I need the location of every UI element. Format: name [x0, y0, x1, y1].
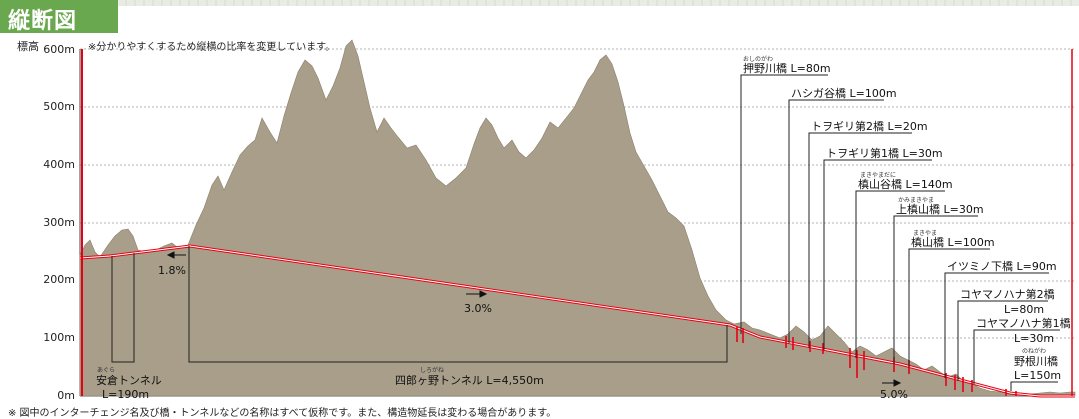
grade-label-3: 5.0% — [880, 388, 908, 401]
grade-label-1: 1.8% — [158, 264, 186, 277]
leader-makiyamadani — [855, 190, 945, 358]
bridge-label-kamimakiyama: 上槙山橋 L=30m — [896, 202, 984, 216]
leader-makiyama — [908, 248, 990, 367]
leader-kamimakiyama — [893, 215, 978, 364]
bridge-label-koyamanohana1: コヤマノハナ第1橋 — [976, 316, 1071, 330]
leader-nonegawa — [1010, 381, 1058, 391]
grade-arrowhead-3 — [893, 379, 902, 387]
map-strip — [118, 0, 1079, 6]
bridge-label-togiri2: トヲギリ第2橋 L=20m — [811, 119, 928, 133]
bridge-ruby-makiyamadani: まきやまだに — [860, 171, 896, 179]
y-tick-600: 600m — [43, 43, 75, 56]
tunnel-length-agura: L=190m — [102, 388, 149, 401]
bridge-leaders — [740, 74, 1060, 391]
leader-togiri2 — [808, 132, 912, 348]
bridge-label-makiyamadani: 槙山谷橋 L=140m — [858, 177, 953, 191]
leader-koyamanohana2 — [957, 300, 1048, 381]
bridge-ruby-nonegawa: のねがわ — [1022, 347, 1046, 355]
y-tick-300: 300m — [43, 216, 75, 229]
y-tick-400: 400m — [43, 158, 75, 171]
terrain-profile — [79, 39, 1076, 397]
bridge-ruby-makiyama: まきやま — [913, 229, 937, 237]
bridge-label-hashigadani: ハシガ谷橋 L=100m — [791, 86, 897, 100]
bridge-length-koyamanohana1: L=30m — [1014, 332, 1054, 345]
bridge-label-koyamanohana2: コヤマノハナ第2橋 — [960, 287, 1055, 301]
bridge-ruby-oshinogawa: おしのがわ — [743, 55, 773, 63]
y-tick-100: 100m — [43, 331, 75, 344]
bridge-label-togiri1: トヲギリ第1橋 L=30m — [826, 146, 943, 160]
road-line-highlight — [79, 245, 1075, 397]
tunnel-ruby-shirogane: しろがね — [420, 366, 444, 374]
grade-arrowhead-2 — [479, 290, 488, 298]
footnote: ※ 図中のインターチェンジ名及び橋・トンネルなどの名称はすべて仮称です。また、構… — [8, 408, 557, 419]
tunnel-ruby-agura: あぐら — [97, 367, 115, 374]
y-axis-title: 標高 — [17, 40, 39, 53]
title-bar: 縦断図 — [0, 0, 118, 34]
tunnel-bracket-agura — [111, 253, 135, 363]
leader-koyamanohana1 — [973, 329, 1060, 384]
grade-arrowhead-1 — [166, 251, 175, 259]
grade-label-2: 3.0% — [464, 302, 492, 315]
bridge-ruby-kamimakiyama: かみまきやま — [898, 196, 934, 204]
bridge-label-nonegawa: 野根川橋 — [1014, 354, 1058, 368]
y-tick-500: 500m — [43, 100, 75, 113]
bridge-label-makiyama: 槙山橋 L=100m — [911, 235, 995, 249]
tunnel-bracket-shirogane — [188, 246, 728, 363]
bridge-label-oshinogawa: 押野川橋 L=80m — [743, 61, 831, 75]
y-tick-0: 0m — [57, 389, 75, 402]
leader-oshinogawa — [740, 74, 828, 334]
bridge-length-nonegawa: L=150m — [1014, 369, 1061, 382]
bridge-length-koyamanohana2: L=80m — [1004, 303, 1044, 316]
y-tick-200: 200m — [43, 273, 75, 286]
bridge-label-itsumino: イツミノ下橋 L=90m — [947, 259, 1057, 273]
leader-togiri1 — [823, 159, 932, 350]
scale-note: ※分かりやすくするため縦横の比率を変更しています。 — [88, 42, 336, 53]
leader-hashigadani — [788, 99, 884, 343]
tunnel-label-shirogane: 四郎ヶ野トンネル L=4,550m — [395, 373, 544, 387]
leader-itsumino — [944, 272, 1049, 378]
tunnel-label-agura: 安倉トンネル — [96, 373, 162, 387]
page-title: 縦断図 — [8, 9, 78, 34]
